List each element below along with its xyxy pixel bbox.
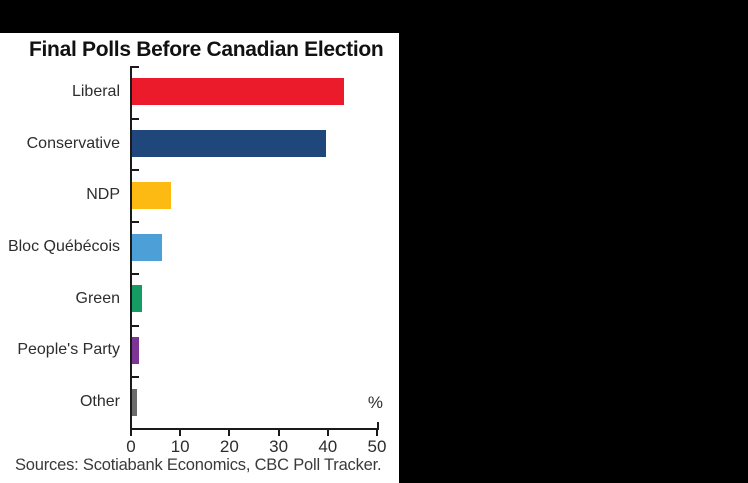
category-label-other: Other — [79, 393, 120, 411]
unit-label: % — [367, 393, 383, 412]
x-axis-tick — [277, 430, 280, 436]
chart-title: Final Polls Before Canadian Election — [29, 38, 384, 61]
x-axis-tick-label: 40 — [318, 437, 338, 456]
y-axis-tick — [132, 324, 139, 327]
bar-chart: Liberal Conservative NDP Bloc Québécois Gree… — [0, 33, 399, 483]
x-axis-tick — [179, 430, 182, 436]
y-axis-line — [130, 66, 132, 430]
green-bar — [132, 285, 142, 313]
y-axis-tick — [132, 66, 139, 68]
y-axis-tick — [132, 169, 139, 172]
category-label-conservative: Conservative — [26, 134, 120, 152]
bloc-qu-b-cois-bar — [132, 233, 162, 261]
people-s-party-bar — [132, 336, 140, 364]
x-axis-tick — [326, 430, 329, 436]
y-axis-tick — [132, 376, 139, 379]
x-axis-tick-label: 50 — [367, 437, 387, 456]
x-axis-tick — [228, 430, 231, 436]
x-axis-line — [130, 428, 379, 430]
category-label-bloc-qu-b-cois: Bloc Québécois — [7, 238, 120, 255]
x-axis-tick-label: 10 — [170, 437, 190, 456]
x-axis-tick — [130, 430, 132, 436]
category-label-green: Green — [75, 289, 120, 307]
category-label-ndp: NDP — [86, 186, 120, 204]
ndp-bar — [132, 181, 172, 209]
chart-panel: Final Polls Before Canadian Election Lib… — [0, 33, 399, 483]
category-label-people-s-party: People's Party — [17, 341, 120, 359]
x-axis-tick-label: 30 — [269, 437, 289, 456]
category-label-liberal: Liberal — [71, 82, 120, 100]
x-axis-end-cap — [377, 422, 379, 428]
liberal-bar — [132, 78, 344, 106]
x-axis-tick-label: 20 — [219, 437, 239, 456]
other-bar — [132, 388, 137, 416]
y-axis-tick — [132, 117, 139, 120]
sources-note: Sources: Scotiabank Economics, CBC Poll … — [15, 456, 382, 474]
conservative-bar — [132, 130, 327, 158]
y-axis-tick — [132, 221, 139, 224]
x-axis-tick — [376, 430, 378, 436]
y-axis-tick — [132, 272, 139, 275]
x-axis-tick-label: 0 — [126, 437, 136, 456]
